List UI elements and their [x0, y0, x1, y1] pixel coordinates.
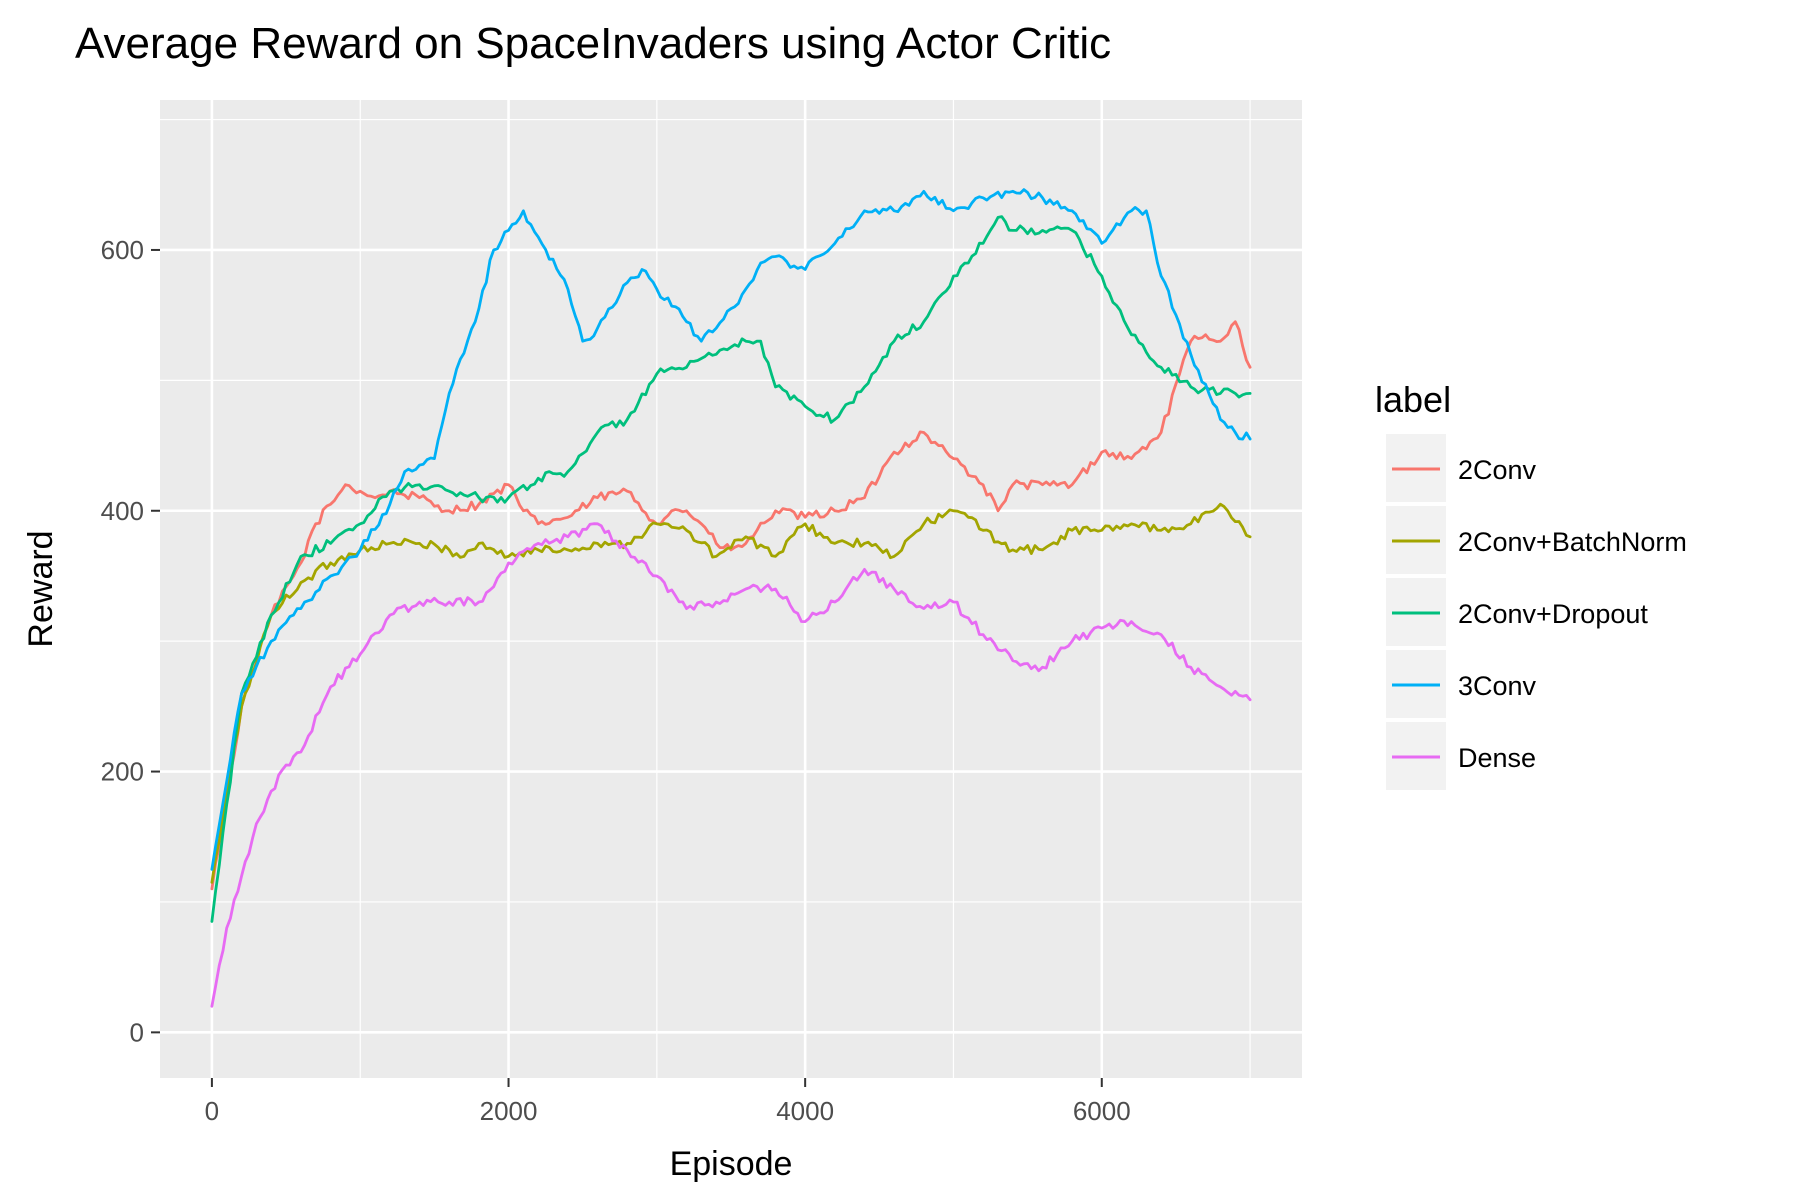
y-axis-tick-label: 600 [101, 235, 144, 265]
series-lines [210, 188, 1252, 1008]
x-axis-title: Episode [670, 1145, 793, 1183]
legend-label: Dense [1458, 743, 1536, 773]
series-line-3conv [210, 188, 1252, 871]
legend-label: 2Conv [1458, 455, 1537, 485]
series-line-2conv-dropout [210, 215, 1252, 923]
legend-item: 2Conv+Dropout [1386, 578, 1648, 646]
legend-title: label [1375, 379, 1451, 420]
legend-item: 2Conv [1386, 434, 1537, 502]
legend-item: Dense [1386, 722, 1536, 790]
chart-title: Average Reward on SpaceInvaders using Ac… [75, 19, 1111, 68]
series-line-2conv [210, 320, 1252, 891]
x-axis-tick-label: 0 [205, 1096, 219, 1126]
legend-label: 2Conv+Dropout [1458, 599, 1648, 629]
legend-item: 3Conv [1386, 650, 1537, 718]
legend-label: 2Conv+BatchNorm [1458, 527, 1687, 557]
legend-item: 2Conv+BatchNorm [1386, 506, 1687, 574]
x-axis-tick-label: 6000 [1073, 1096, 1131, 1126]
x-axis-tick-labels: 0 2000 4000 6000 [205, 1096, 1131, 1126]
y-axis-tick-label: 0 [130, 1017, 144, 1047]
axis-ticks [151, 248, 1103, 1087]
series-line-dense [210, 522, 1252, 1008]
legend: label 2Conv 2Conv+BatchNorm 2Conv+Dropout 3… [1375, 379, 1687, 790]
major-gridlines [160, 100, 1302, 1078]
minor-gridlines [160, 100, 1302, 1078]
x-axis-tick-label: 4000 [776, 1096, 834, 1126]
x-axis-tick-label: 2000 [480, 1096, 538, 1126]
legend-label: 3Conv [1458, 671, 1537, 701]
y-axis-tick-label: 200 [101, 757, 144, 787]
legend-items: 2Conv 2Conv+BatchNorm 2Conv+Dropout 3Conv De… [1386, 434, 1687, 790]
plot-panel [160, 100, 1302, 1078]
y-axis-tick-label: 400 [101, 496, 144, 526]
y-axis-tick-labels: 0 200 400 600 [101, 235, 144, 1047]
y-axis-title: Reward [22, 530, 60, 647]
series-line-2conv-batchnorm [210, 502, 1252, 884]
